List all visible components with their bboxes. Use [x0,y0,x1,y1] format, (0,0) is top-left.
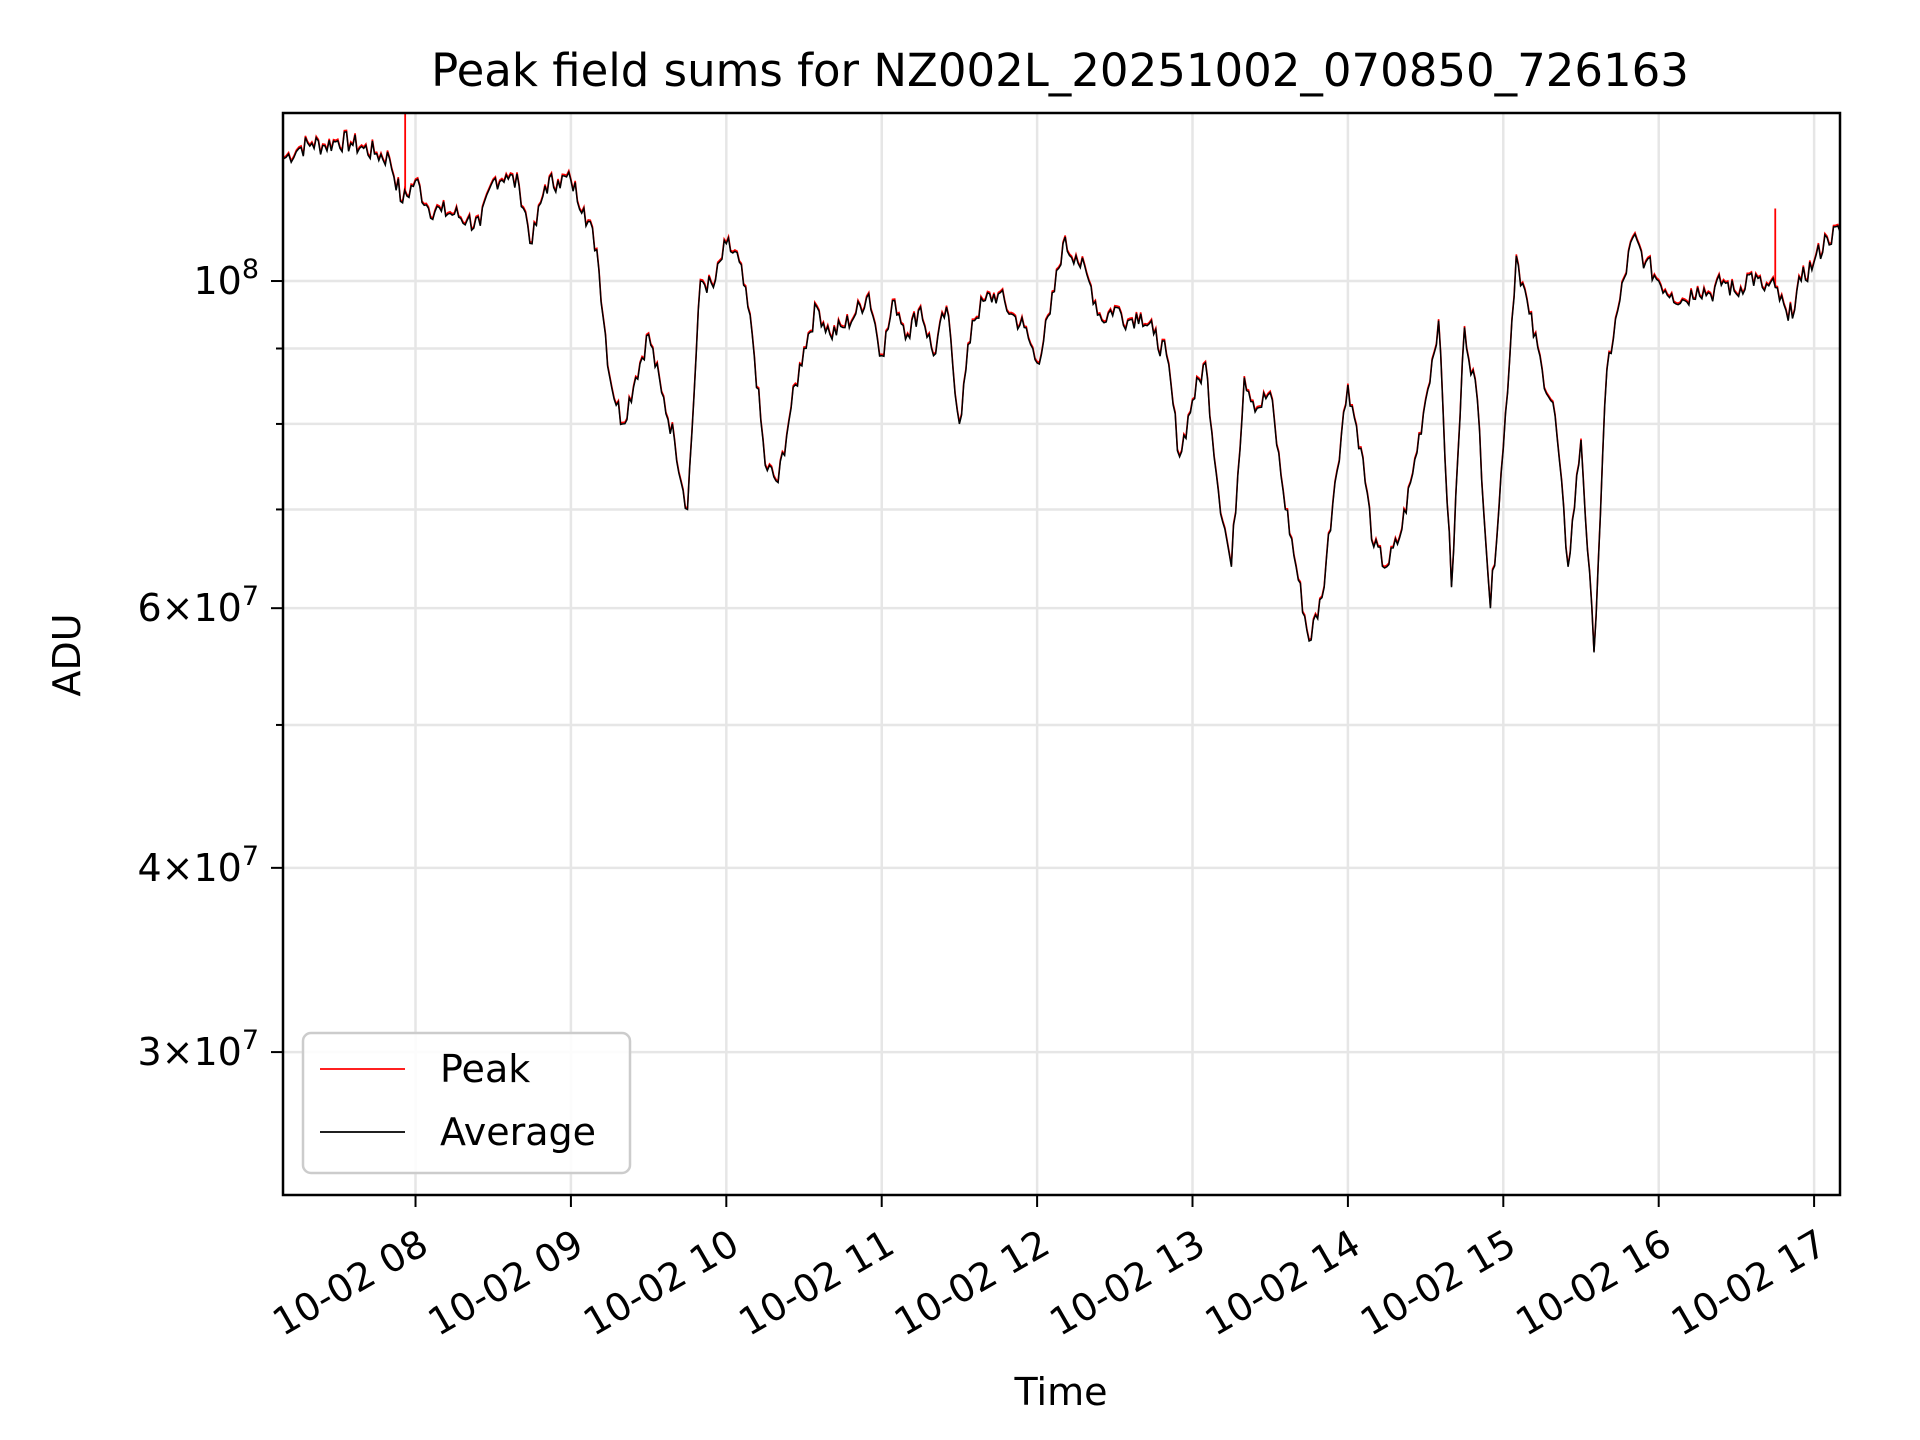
y-tick-label: 108 [193,254,259,303]
y-tick-label: 3×107 [137,1025,259,1074]
grid [283,113,1840,1195]
x-tick-label: 10-02 12 [887,1221,1057,1345]
plot-frame [281,111,1842,1197]
x-tick-label: 10-02 14 [1198,1221,1368,1345]
legend-label-average: Average [440,1110,596,1154]
series-layer [283,113,1841,653]
legend-box [301,1031,632,1175]
y-tick-label: 6×107 [137,581,259,630]
x-tick-label: 10-02 11 [731,1221,901,1345]
x-tick-label: 10-02 10 [576,1221,746,1345]
x-tick-label: 10-02 13 [1042,1221,1212,1345]
legend: Peak Average [301,1031,632,1175]
x-tick-label: 10-02 15 [1353,1221,1523,1345]
series-line-peak [283,129,1841,651]
y-axis: 108 6×107 4×107 3×107 [137,254,283,1074]
x-tick-label: 10-02 17 [1664,1221,1834,1345]
x-tick-label: 10-02 09 [421,1221,591,1345]
x-axis-label: Time [1014,1370,1108,1414]
legend-label-peak: Peak [440,1047,530,1091]
y-axis-label: ADU [45,613,89,696]
x-tick-label: 10-02 08 [265,1221,435,1345]
x-tick-label: 10-02 16 [1508,1221,1678,1345]
series-line-average [283,131,1841,653]
y-tick-label: 4×107 [137,841,259,890]
chart-title: Peak field sums for NZ002L_20251002_0708… [431,44,1689,97]
